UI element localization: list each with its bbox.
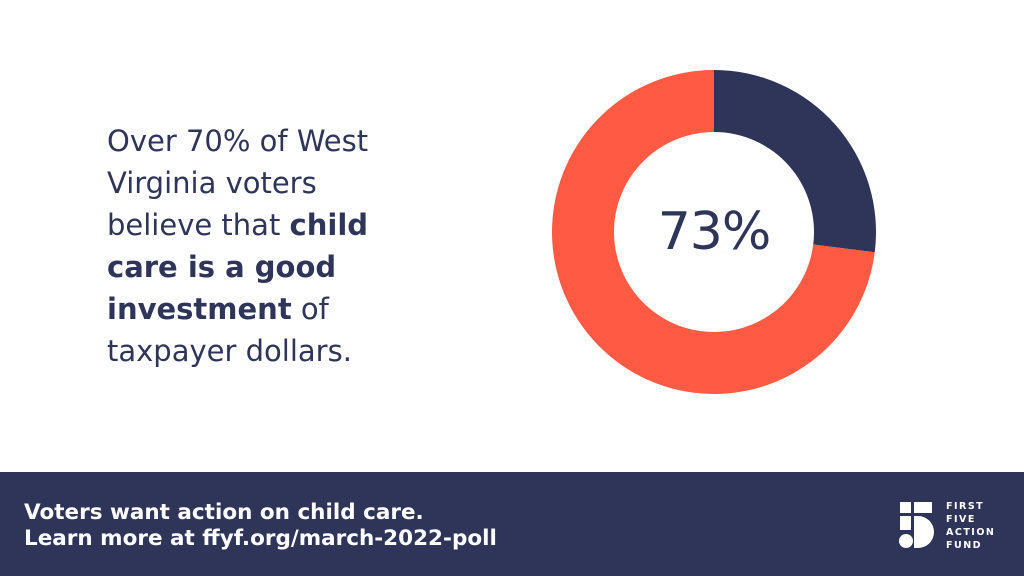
footer-text: Voters want action on child care. Learn … — [24, 500, 497, 552]
headline: Over 70% of West Virginia voters believe… — [107, 120, 427, 372]
first-five-logo: FIRST FIVE ACTION FUND — [898, 500, 1008, 552]
footer-banner: Voters want action on child care. Learn … — [0, 472, 1024, 576]
footer-line-2: Learn more at ffyf.org/march-2022-poll — [24, 526, 497, 551]
logo-wordmark: FIRST FIVE ACTION FUND — [946, 500, 995, 552]
donut-chart: 73% — [552, 70, 876, 394]
donut-center-label: 73% — [657, 202, 772, 262]
logo-word: FUND — [946, 540, 983, 551]
donut-slice-27 — [714, 70, 876, 253]
five-logo-icon — [899, 502, 934, 548]
logo-word: FIRST — [946, 501, 985, 512]
logo-word: ACTION — [946, 527, 996, 538]
headline-bold-text: child care is a good investment — [107, 208, 369, 326]
logo-word: FIVE — [946, 514, 976, 525]
donut-slice-73 — [552, 70, 875, 394]
headline-text-1: Over 70% of West Virginia voters believe… — [107, 124, 369, 242]
footer-line-1: Voters want action on child care. — [24, 500, 424, 525]
donut-svg — [552, 70, 876, 394]
headline-text-2: of taxpayer dollars. — [107, 292, 352, 368]
